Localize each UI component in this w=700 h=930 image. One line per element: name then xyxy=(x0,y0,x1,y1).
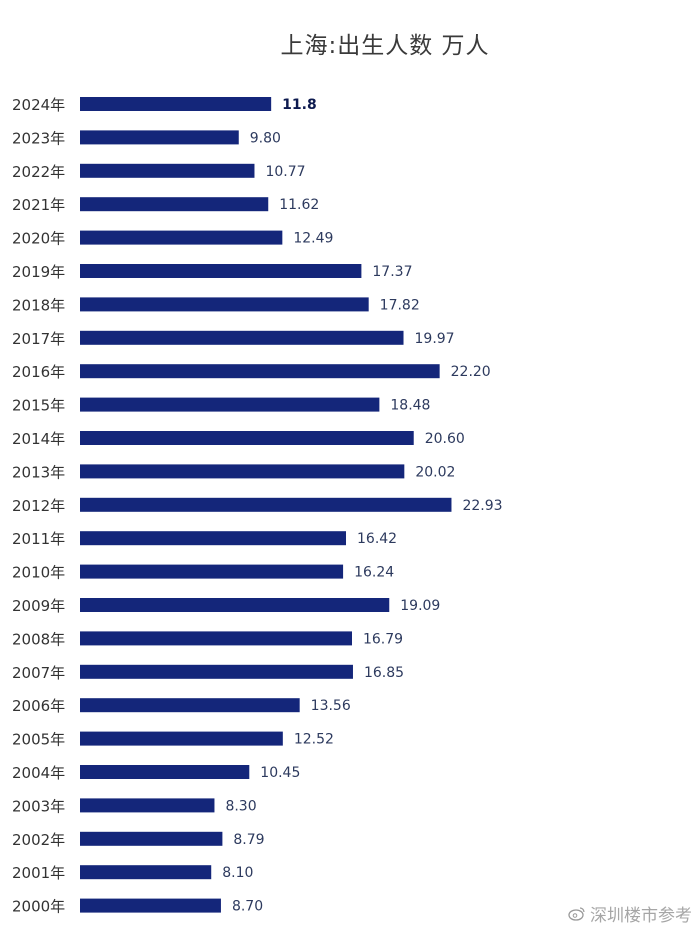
category-label: 2022年 xyxy=(12,163,65,181)
bar xyxy=(80,865,212,880)
category-label: 2010年 xyxy=(12,564,65,582)
bar xyxy=(80,163,255,178)
value-label: 17.37 xyxy=(372,264,412,280)
category-label: 2017年 xyxy=(12,330,65,348)
value-label: 20.02 xyxy=(415,464,455,480)
value-label: 12.49 xyxy=(293,231,333,247)
value-label: 10.77 xyxy=(265,164,305,180)
category-label: 2002年 xyxy=(12,831,65,849)
value-label: 18.48 xyxy=(390,398,430,414)
bar xyxy=(80,598,390,612)
watermark-text: 深圳楼市参考 xyxy=(590,906,692,926)
watermark: 深圳楼市参考 xyxy=(568,901,692,926)
bar xyxy=(80,297,369,312)
category-label: 2000年 xyxy=(12,898,65,916)
category-label: 2004年 xyxy=(12,764,65,782)
value-label: 8.30 xyxy=(225,798,256,814)
category-label: 2006年 xyxy=(12,697,65,715)
value-label: 11.62 xyxy=(279,197,319,213)
bar xyxy=(80,531,347,546)
bar xyxy=(80,464,405,479)
bar xyxy=(80,130,239,145)
bar xyxy=(80,230,283,245)
value-label: 19.09 xyxy=(400,598,440,614)
bar xyxy=(80,831,223,846)
bar xyxy=(80,431,414,445)
category-label: 2012年 xyxy=(12,497,65,515)
bar xyxy=(80,564,344,579)
value-label: 16.79 xyxy=(363,631,403,647)
value-label: 16.42 xyxy=(357,531,397,547)
bar xyxy=(80,664,353,679)
category-label: 2023年 xyxy=(12,129,65,147)
category-label: 2013年 xyxy=(12,463,65,481)
bar xyxy=(80,364,440,379)
value-label: 16.24 xyxy=(354,565,394,581)
bar xyxy=(80,765,250,779)
value-label: 17.82 xyxy=(380,297,420,313)
value-label: 16.85 xyxy=(364,665,404,681)
category-label: 2019年 xyxy=(12,263,65,281)
value-label: 22.93 xyxy=(462,498,502,514)
value-label: 20.60 xyxy=(425,431,465,447)
value-label: 10.45 xyxy=(260,765,300,781)
category-label: 2014年 xyxy=(12,430,65,448)
value-label: 11.8 xyxy=(282,97,317,113)
category-label: 2020年 xyxy=(12,230,65,248)
weibo-icon xyxy=(568,907,585,921)
category-label: 2018年 xyxy=(12,296,65,314)
category-label: 2016年 xyxy=(12,363,65,381)
bar xyxy=(80,97,272,111)
bar xyxy=(80,631,352,646)
category-label: 2003年 xyxy=(12,797,65,815)
value-label: 22.20 xyxy=(451,364,491,380)
bar xyxy=(80,264,362,278)
value-label: 13.56 xyxy=(311,698,351,714)
value-label: 8.10 xyxy=(222,865,253,881)
category-label: 2011年 xyxy=(12,530,65,548)
bar xyxy=(80,698,300,713)
bar xyxy=(80,898,221,913)
bar xyxy=(80,330,404,345)
category-label: 2015年 xyxy=(12,397,65,415)
value-label: 8.70 xyxy=(232,899,263,915)
bar xyxy=(80,397,380,412)
category-label: 2024年 xyxy=(12,96,65,114)
bar xyxy=(80,798,215,813)
category-label: 2009年 xyxy=(12,597,65,615)
category-label: 2007年 xyxy=(12,664,65,682)
category-label: 2021年 xyxy=(12,196,65,214)
bar xyxy=(80,197,269,212)
value-label: 9.80 xyxy=(250,130,281,146)
bar xyxy=(80,497,452,512)
category-label: 2005年 xyxy=(12,731,65,749)
chart-title: 上海:出生人数 万人 xyxy=(280,33,490,59)
category-label: 2008年 xyxy=(12,630,65,648)
category-label: 2001年 xyxy=(12,864,65,882)
bar xyxy=(80,731,283,746)
value-label: 19.97 xyxy=(415,331,455,347)
value-label: 12.52 xyxy=(294,732,334,748)
value-label: 8.79 xyxy=(233,832,264,848)
